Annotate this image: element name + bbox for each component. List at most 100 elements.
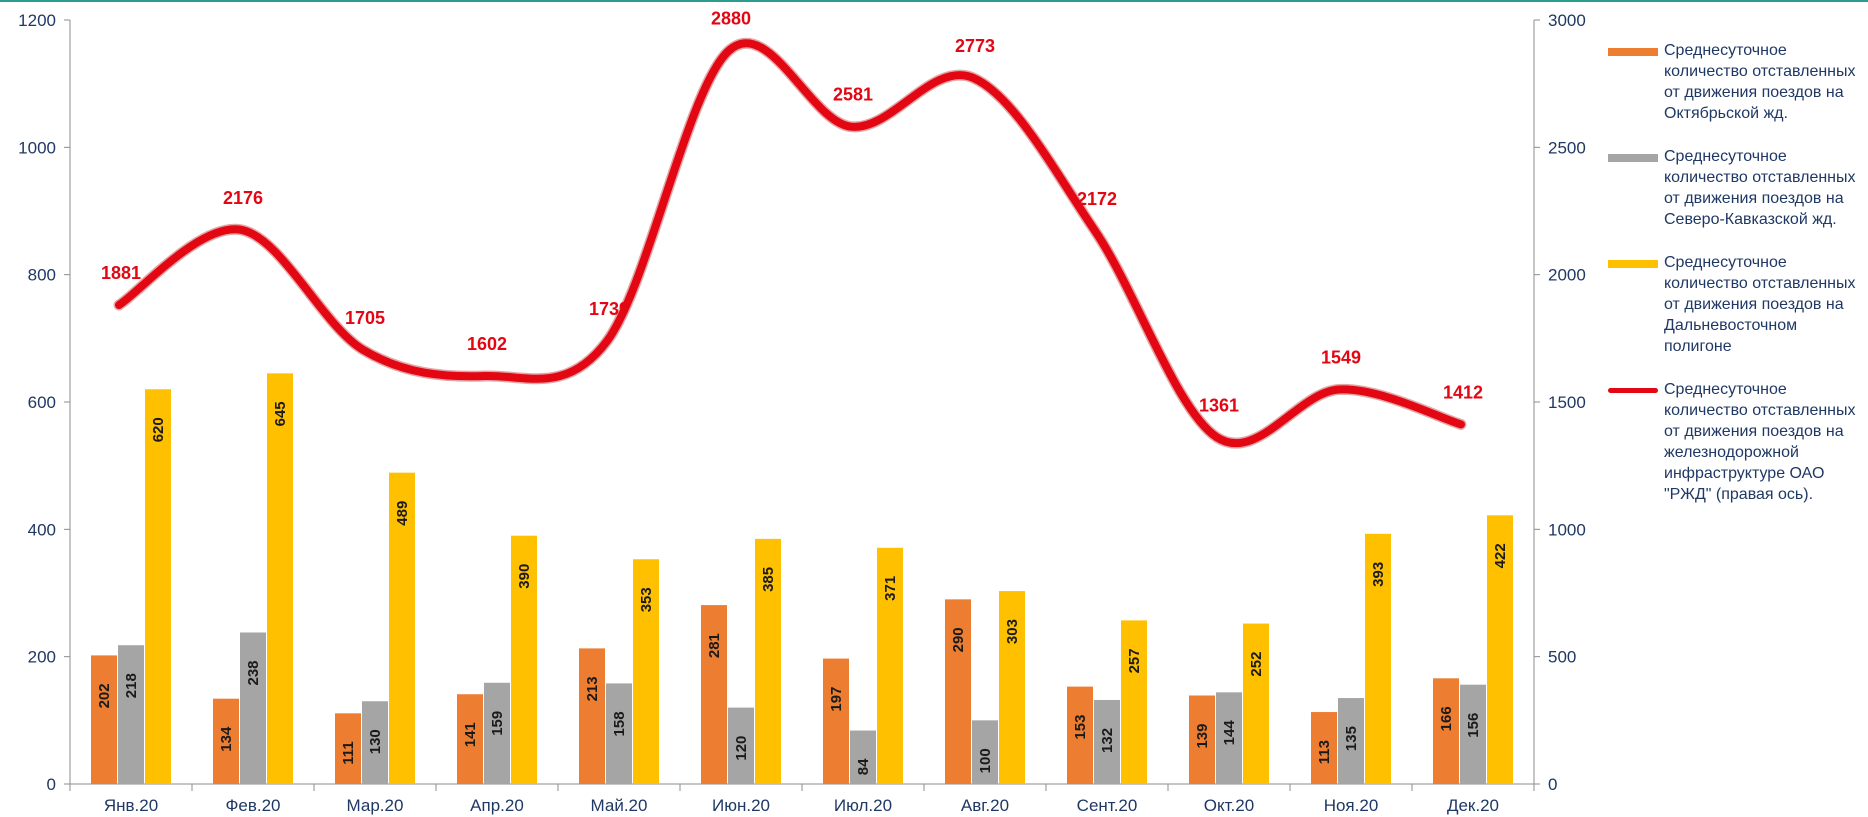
bar-value-label: 353 <box>638 587 655 612</box>
left-tick-label: 1200 <box>18 11 56 30</box>
bar <box>972 720 998 784</box>
bar <box>335 713 361 784</box>
x-tick-label: Апр.20 <box>470 796 524 815</box>
x-tick-label: Янв.20 <box>104 796 158 815</box>
bar <box>633 559 659 784</box>
bar <box>945 599 971 784</box>
bar <box>213 698 239 784</box>
x-tick-label: Дек.20 <box>1447 796 1499 815</box>
bar-value-label: 252 <box>1248 652 1265 677</box>
bar <box>1433 678 1459 784</box>
right-tick-label: 0 <box>1548 775 1557 794</box>
top-border-line <box>0 0 1868 2</box>
bar-value-label: 422 <box>1492 543 1509 568</box>
line-value-label: 1881 <box>101 263 141 283</box>
bar <box>701 605 727 784</box>
x-tick-label: Сент.20 <box>1077 796 1138 815</box>
bar <box>755 538 781 784</box>
bar-value-label: 139 <box>1194 724 1211 749</box>
bar-value-label: 281 <box>706 633 723 658</box>
bar-value-label: 111 <box>340 741 357 764</box>
combo-chart: 0 200 400 600 800 1000 1200 0 500 1000 1500 2000 250… <box>18 9 1586 815</box>
bar-value-label: 141 <box>462 722 479 747</box>
bar-value-label: 135 <box>1343 726 1360 751</box>
line-value-label: 2172 <box>1077 189 1117 209</box>
bar-value-label: 371 <box>882 576 899 601</box>
bar <box>511 535 537 784</box>
bar <box>118 645 144 784</box>
x-tick-label: Июн.20 <box>712 796 770 815</box>
bar <box>823 658 849 784</box>
line-value-label: 1602 <box>467 334 507 354</box>
x-tick-label: Май.20 <box>591 796 648 815</box>
bar-value-label: 238 <box>245 660 262 685</box>
line-value-label: 2176 <box>223 188 263 208</box>
right-tick-label: 2000 <box>1548 266 1586 285</box>
bar-value-label: 130 <box>367 729 384 754</box>
line-series-rzd <box>115 39 1465 448</box>
bar <box>999 591 1025 784</box>
bar-value-label: 390 <box>516 564 533 589</box>
right-tick-label: 3000 <box>1548 11 1586 30</box>
right-tick-label: 2500 <box>1548 138 1586 157</box>
bar <box>145 389 171 784</box>
legend-label-north-caucasus: Среднесуточное количество отставленных о… <box>1664 148 1856 228</box>
line-value-label: 1549 <box>1321 348 1361 368</box>
legend-label-october: Среднесуточное количество отставленных о… <box>1664 42 1856 122</box>
bar-value-label: 153 <box>1072 715 1089 740</box>
bar-value-label: 303 <box>1004 619 1021 644</box>
bar <box>389 472 415 784</box>
x-tick-label: Фев.20 <box>225 796 280 815</box>
bar-value-label: 84 <box>855 758 872 775</box>
bar <box>484 682 510 784</box>
bar-value-label: 158 <box>611 711 628 736</box>
legend-swatch-far-east <box>1608 260 1658 268</box>
bar <box>1311 712 1337 784</box>
left-tick-label: 600 <box>28 393 56 412</box>
bar <box>267 373 293 784</box>
bar-value-label: 134 <box>218 726 235 752</box>
bar-value-label: 144 <box>1221 720 1238 746</box>
line-value-label: 2581 <box>833 85 873 105</box>
x-tick-label: Мар.20 <box>347 796 404 815</box>
legend-swatch-rzd-total <box>1608 388 1658 393</box>
line-value-label: 2880 <box>711 9 751 29</box>
bar <box>240 632 266 784</box>
bar-value-label: 489 <box>394 501 411 526</box>
bar <box>1216 692 1242 784</box>
legend-item-rzd-total: Среднесуточное количество отставленных о… <box>1608 379 1868 505</box>
left-tick-label: 400 <box>28 520 56 539</box>
bar-value-label: 645 <box>272 401 289 426</box>
bar-value-label: 620 <box>150 417 167 442</box>
bar-value-label: 120 <box>733 736 750 761</box>
left-tick-label: 1000 <box>18 138 56 157</box>
line-value-label: 1412 <box>1443 382 1483 402</box>
bar <box>728 707 754 784</box>
legend-item-far-east: Среднесуточное количество отставленных о… <box>1608 252 1868 357</box>
bar-value-label: 290 <box>950 627 967 652</box>
left-tick-label: 200 <box>28 648 56 667</box>
bar-value-label: 257 <box>1126 648 1143 673</box>
bar-value-label: 385 <box>760 567 777 592</box>
bar-value-label: 166 <box>1438 706 1455 731</box>
x-tick-label: Авг.20 <box>961 796 1009 815</box>
legend-item-north-caucasus: Среднесуточное количество отставленных о… <box>1608 146 1868 230</box>
legend-label-rzd-total: Среднесуточное количество отставленных о… <box>1664 381 1856 503</box>
line-series-shadow <box>113 37 1467 449</box>
x-tick-label: Окт.20 <box>1204 796 1254 815</box>
bar-value-label: 100 <box>977 748 994 773</box>
bar <box>1365 533 1391 784</box>
legend-item-october: Среднесуточное количество отставленных о… <box>1608 40 1868 124</box>
bar-value-label: 113 <box>1316 740 1333 764</box>
right-tick-label: 500 <box>1548 648 1576 667</box>
legend-label-far-east: Среднесуточное количество отставленных о… <box>1664 254 1856 355</box>
x-tick-label: Ноя.20 <box>1324 796 1379 815</box>
line-value-label: 2773 <box>955 36 995 56</box>
bar <box>1338 698 1364 784</box>
legend-swatch-october <box>1608 48 1658 56</box>
bar <box>1121 620 1147 784</box>
bar <box>457 694 483 784</box>
bar <box>850 730 876 784</box>
line-value-label: 1705 <box>345 308 385 328</box>
